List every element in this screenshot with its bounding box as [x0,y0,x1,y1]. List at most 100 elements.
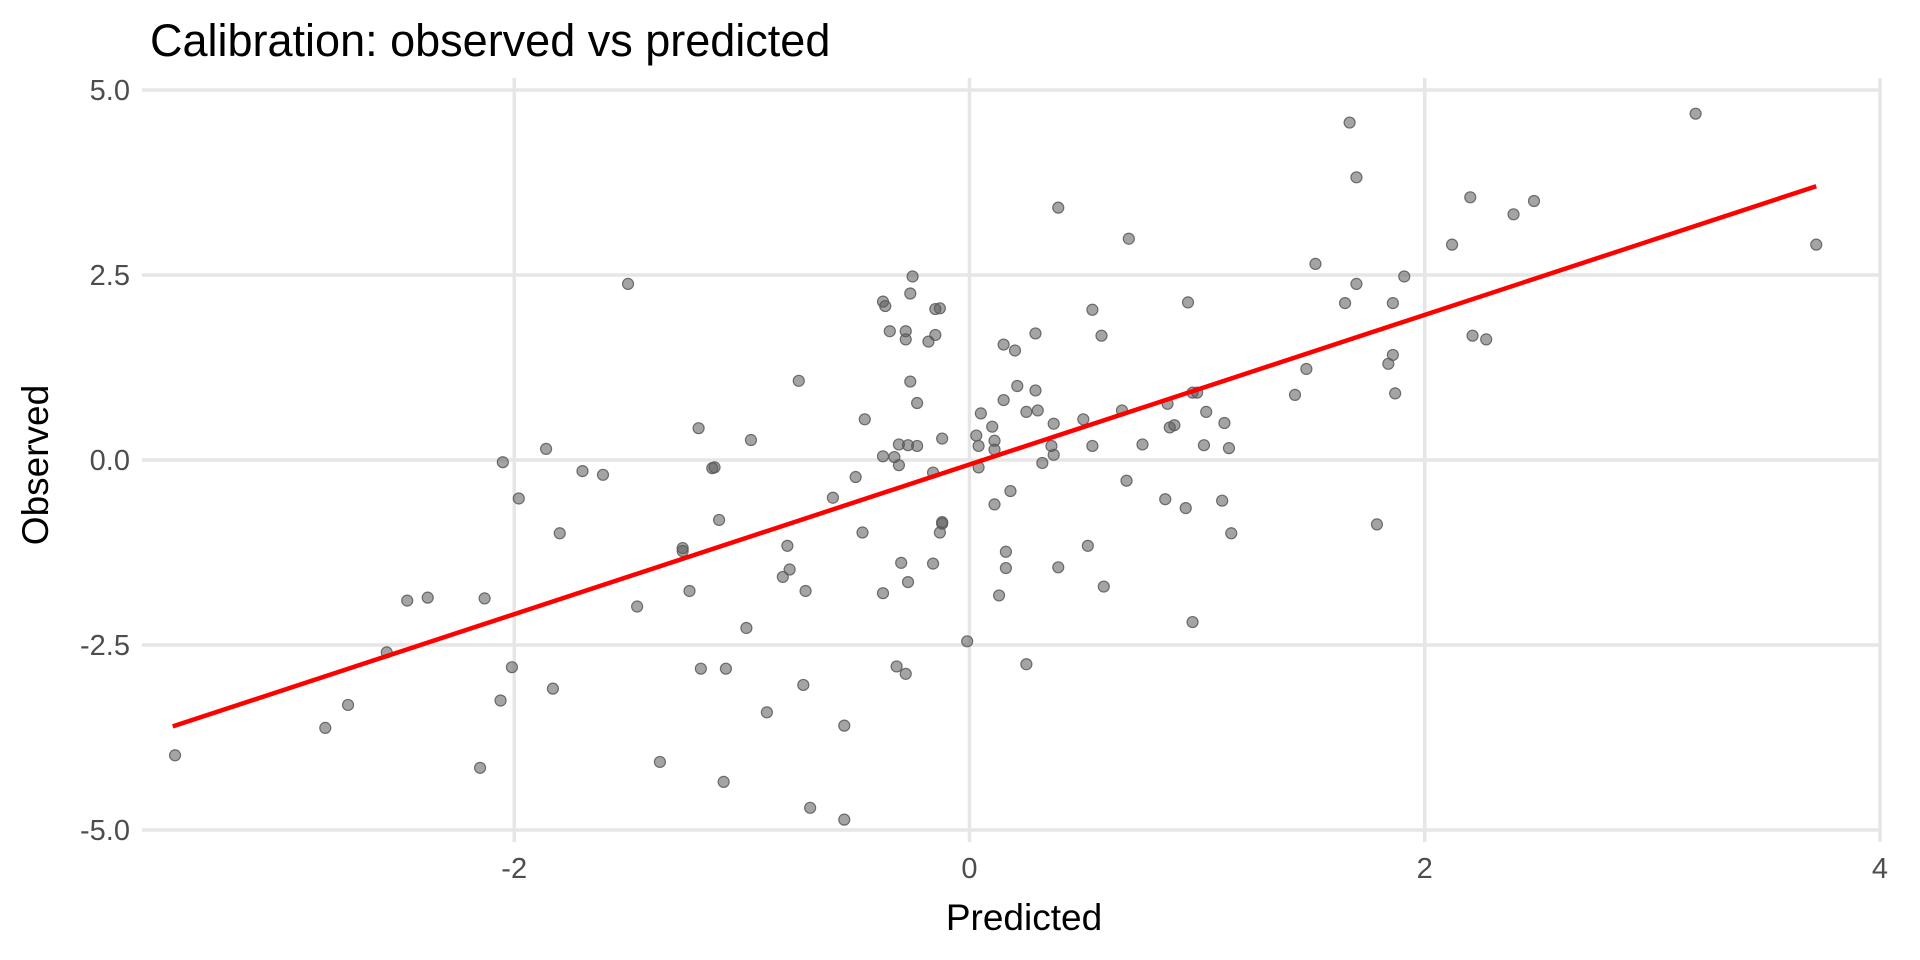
points-layer [168,107,1823,826]
data-point [341,698,355,712]
data-point [804,801,817,814]
data-point [694,662,707,675]
data-point [1036,456,1049,470]
data-point [1031,404,1044,417]
y-tick-label: 0.0 [90,445,130,477]
data-point [1389,387,1402,400]
data-point [1120,474,1133,487]
fit-line [172,184,1817,729]
data-point [992,589,1006,602]
data-point [1052,201,1065,214]
data-point [708,461,721,474]
y-tick-label: -2.5 [80,630,130,662]
data-point [999,545,1012,558]
data-point [1029,384,1042,397]
data-point [1527,194,1541,208]
data-point [505,661,519,674]
data-point [1386,297,1399,310]
data-point [997,393,1010,407]
data-point [1445,238,1459,251]
data-point [1507,208,1520,221]
data-point [1464,191,1477,204]
data-point [1480,333,1493,346]
data-point [926,557,940,570]
data-point [1159,493,1172,506]
data-point [401,594,414,607]
data-point [631,600,644,613]
data-point [890,660,903,673]
data-point [961,635,974,648]
data-point [1386,348,1399,362]
data-point [1086,439,1099,453]
data-point [988,498,1001,511]
data-point [986,420,999,433]
data-point [1029,327,1042,340]
data-point [876,587,890,600]
data-point [546,682,560,695]
tick-labels-layer: -5.0 -2.5 0.0 2.5 5.0 -2 0 2 4 [80,75,1888,885]
data-point [1689,107,1702,120]
data-point [1122,232,1135,245]
data-point [974,407,987,420]
data-point [539,442,553,455]
y-tick-label: 5.0 [90,75,130,107]
data-point [936,432,949,445]
data-point [1216,494,1229,507]
data-point [1300,362,1313,376]
data-point [1047,448,1060,461]
grid-layer [142,78,1882,842]
data-point [478,592,491,605]
data-point [740,621,753,635]
data-point [1343,116,1356,129]
data-point [879,299,892,313]
data-point [1810,238,1823,251]
x-axis-title: Predicted [946,897,1102,938]
data-point [1225,527,1238,540]
data-point [596,468,610,481]
data-point [826,491,839,504]
data-point [1052,561,1065,574]
data-point [970,429,983,442]
data-point [1020,658,1033,671]
data-point [1309,257,1322,270]
data-point [1370,518,1384,531]
data-point [692,422,705,435]
data-point [712,513,726,527]
data-point [1136,438,1149,451]
data-point [1186,615,1199,629]
x-tick-label: 2 [1417,853,1433,885]
data-point [838,813,851,826]
data-point [1350,171,1363,184]
data-point [856,526,869,539]
data-point [895,556,908,569]
data-point [1338,297,1352,310]
data-point [936,516,949,529]
data-point [1197,439,1211,452]
chart-title: Calibration: observed vs predicted [150,15,830,66]
data-point [168,749,182,762]
data-point [1288,388,1302,401]
data-point [1095,329,1108,342]
data-point [799,584,812,598]
data-point [1004,484,1017,498]
data-point [776,570,789,584]
data-point [1077,413,1090,426]
data-point [576,465,589,478]
data-point [901,575,915,589]
data-point [876,450,890,463]
data-point [1011,379,1024,393]
data-point [797,678,810,692]
y-axis-title: Observed [15,385,56,545]
data-point [719,662,733,675]
data-point [792,374,805,387]
data-point [553,527,566,540]
data-point [1168,419,1181,432]
data-point [744,433,758,447]
data-point [883,325,896,338]
data-point [1466,329,1479,342]
data-point [676,544,689,558]
data-point [899,667,912,680]
data-point [999,561,1012,575]
data-point [1097,580,1110,593]
